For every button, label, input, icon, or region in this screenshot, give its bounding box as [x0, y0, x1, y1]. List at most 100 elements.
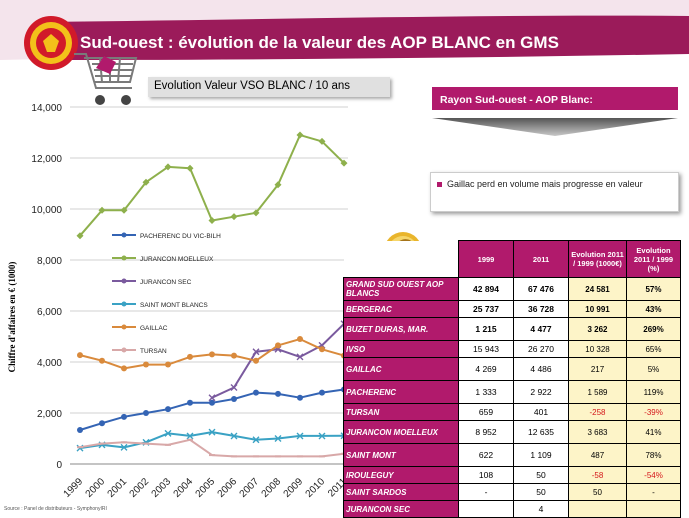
- table-row: IROULEGUY 108 50 -58 -54%: [343, 466, 681, 484]
- plot-area: [70, 107, 348, 464]
- data-point: [209, 399, 215, 406]
- data-point: [296, 131, 304, 139]
- evolution-value: 487: [568, 443, 627, 467]
- table-header-evolution-pct: Evolution 2011 / 1999 (%): [626, 240, 681, 278]
- x-tick-label: 2003: [150, 476, 174, 500]
- value-2011: 12 635: [513, 420, 569, 444]
- evolution-value: 3 262: [568, 317, 627, 341]
- value-1999: 25 737: [458, 300, 514, 318]
- evolution-pct: 5%: [626, 357, 681, 381]
- source-text: Source : Panel de distributeurs - Sympho…: [4, 506, 107, 512]
- data-point: [77, 352, 83, 359]
- table-row: IVSO 15 943 26 270 10 328 65%: [343, 340, 681, 358]
- y-tick-label: 12,000: [31, 154, 62, 165]
- value-2011: 2 922: [513, 380, 569, 404]
- value-2011: 401: [513, 403, 569, 421]
- data-point: [230, 384, 238, 391]
- y-axis-label: Chiffre d'affaires en € (1000): [7, 261, 17, 373]
- x-tick-label: 2009: [282, 476, 306, 500]
- data-point: [253, 389, 259, 396]
- table-row: BUZET DURAS, MAR. 1 215 4 477 3 262 269%: [343, 317, 681, 341]
- table-row: JURANCON MOELLEUX 8 952 12 635 3 683 41%: [343, 420, 681, 444]
- value-2011: 26 270: [513, 340, 569, 358]
- data-point: [275, 390, 281, 397]
- x-tick-label: 1999: [62, 476, 86, 500]
- table-row: GAILLAC 4 269 4 486 217 5%: [343, 357, 681, 381]
- data-point: [186, 432, 194, 440]
- table-row: JURANCON SEC 4: [343, 500, 681, 518]
- value-2011: 50: [513, 483, 569, 501]
- data-point: [296, 353, 304, 361]
- table-header-1999: 1999: [458, 240, 514, 278]
- table-header-evolution-value: Evolution 2011 / 1999 (1000€): [568, 240, 627, 278]
- data-point: [121, 365, 127, 372]
- value-2011: 36 728: [513, 300, 569, 318]
- row-label: BERGERAC: [343, 300, 459, 318]
- data-point: [209, 351, 215, 358]
- evolution-value: 10 991: [568, 300, 627, 318]
- value-1999: 1 215: [458, 317, 514, 341]
- data-point: [208, 394, 216, 402]
- data-point: [319, 389, 325, 396]
- y-tick-label: 2,000: [37, 409, 62, 420]
- data-point: [252, 348, 260, 356]
- evolution-pct: 119%: [626, 380, 681, 404]
- evolution-value: 217: [568, 357, 627, 381]
- legend-label: TURSAN: [140, 348, 167, 355]
- data-point: [318, 432, 326, 440]
- legend-label: SAINT MONT BLANCS: [140, 302, 208, 309]
- data-point: [275, 342, 281, 349]
- data-point: [120, 443, 128, 451]
- legend-marker: [121, 278, 127, 284]
- legend-label: GAILLAC: [140, 325, 168, 332]
- note-text: Gaillac perd en volume mais progresse en…: [447, 179, 643, 189]
- row-label: TURSAN: [343, 403, 459, 421]
- value-2011: 67 476: [513, 277, 569, 301]
- value-1999: 4 269: [458, 357, 514, 381]
- value-1999: 42 894: [458, 277, 514, 301]
- evolution-value: [568, 500, 627, 518]
- note-box: Gaillac perd en volume mais progresse en…: [430, 172, 679, 212]
- table-row: SAINT MONT 622 1 109 487 78%: [343, 443, 681, 467]
- data-point: [274, 181, 282, 189]
- table-row: GRAND SUD OUEST AOP BLANCS 42 894 67 476 24…: [343, 277, 681, 301]
- evolution-value: 24 581: [568, 277, 627, 301]
- value-1999: 622: [458, 443, 514, 467]
- legend-label: JURANCON MOELLEUX: [140, 256, 214, 263]
- value-1999: -: [458, 483, 514, 501]
- data-point: [98, 206, 106, 214]
- value-1999: 108: [458, 466, 514, 484]
- evolution-pct: 269%: [626, 317, 681, 341]
- row-label: BUZET DURAS, MAR.: [343, 317, 459, 341]
- slide-title: Sud-ouest : évolution de la valeur des A…: [80, 33, 559, 52]
- row-label: JURANCON SEC: [343, 500, 459, 518]
- data-point: [274, 435, 282, 442]
- note-bullet-icon: [437, 182, 442, 187]
- value-2011: 50: [513, 466, 569, 484]
- legend-marker: [121, 347, 127, 353]
- data-point: [231, 395, 237, 402]
- data-point: [252, 436, 260, 444]
- row-label: SAINT SARDOS: [343, 483, 459, 501]
- data-point: [297, 394, 303, 401]
- data-point: [230, 432, 238, 440]
- rayon-label: Rayon Sud-ouest - AOP Blanc:: [440, 94, 593, 106]
- row-label: IVSO: [343, 340, 459, 358]
- table-header-2011: 2011: [513, 240, 569, 278]
- y-tick-label: 4,000: [37, 358, 62, 369]
- evolution-value: 50: [568, 483, 627, 501]
- table-row: SAINT SARDOS -50 50-: [343, 483, 681, 501]
- y-tick-label: 0: [56, 460, 62, 471]
- title-banner: [0, 0, 689, 60]
- evolution-table: 1999 2011 Evolution 2011 / 1999 (1000€) …: [343, 240, 681, 518]
- evolution-pct: 41%: [626, 420, 681, 444]
- value-2011: 4 477: [513, 317, 569, 341]
- data-point: [99, 420, 105, 427]
- data-point: [142, 178, 150, 186]
- row-label: IROULEGUY: [343, 466, 459, 484]
- evolution-pct: 65%: [626, 340, 681, 358]
- value-2011: 1 109: [513, 443, 569, 467]
- row-label: SAINT MONT: [343, 443, 459, 467]
- data-point: [165, 406, 171, 413]
- data-point: [164, 429, 172, 437]
